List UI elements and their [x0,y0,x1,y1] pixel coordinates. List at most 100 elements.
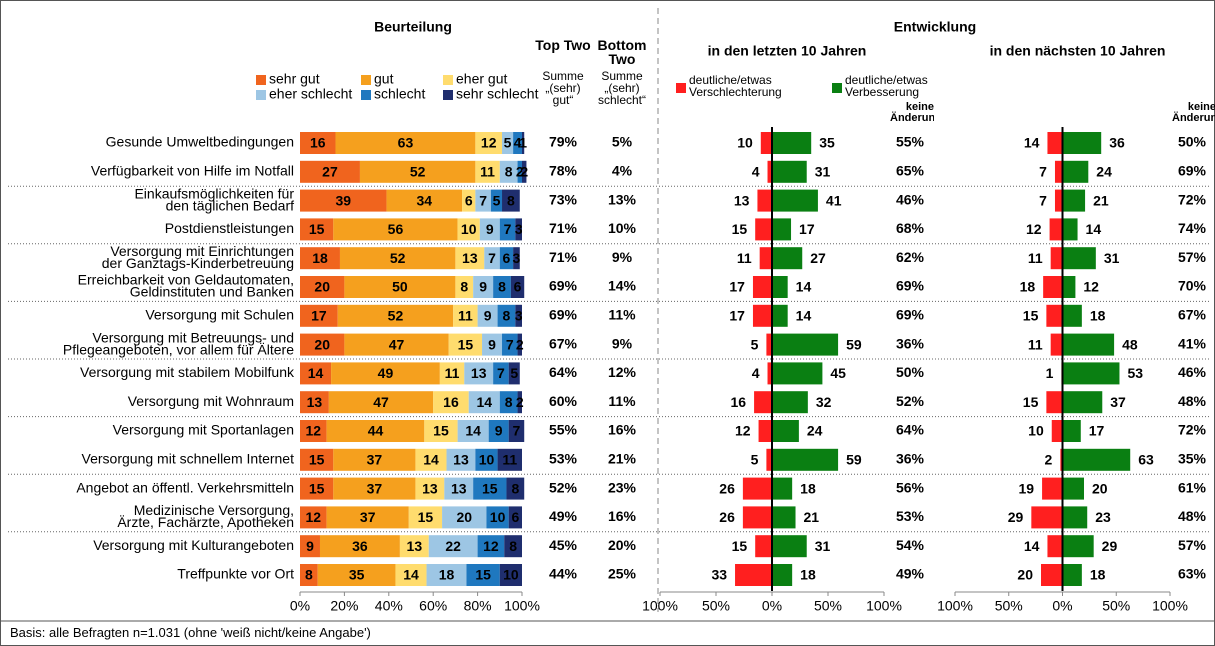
segment-label: 37 [367,480,383,496]
decline-label: 7 [1039,164,1047,180]
improvement-bar [772,160,807,183]
decline-bar [1042,477,1063,500]
no-change-title: keine Änderung [1172,102,1215,124]
no-change-value: 36% [896,451,925,467]
stacked-bar-segment [344,276,456,298]
stacked-bar-segment [497,448,522,471]
no-change-value: 48% [1178,393,1207,409]
segment-label: 14 [308,365,324,381]
decline-bar [1043,276,1063,298]
improvement-label: 21 [804,509,820,525]
category-label: Verfügbarkeit von Hilfe im Notfall [91,163,294,179]
x-tick-label: 100% [937,598,973,614]
decline-bar [1051,420,1063,442]
stacked-bar-segment [517,391,522,414]
stacked-bar-segment [479,218,500,241]
decline-label: 11 [1028,336,1043,352]
improvement-label: 59 [846,452,862,468]
decline-bar [1060,448,1063,471]
decline-bar [1041,564,1063,586]
stacked-bar-segment [493,276,511,298]
bottom-two-value: 25% [608,566,637,582]
segment-label: 20 [314,336,330,352]
stacked-bar-segment [300,276,345,298]
stacked-bar-segment [439,362,465,385]
stacked-bar-segment [455,247,485,270]
improvement-bar [772,304,788,327]
segment-label: 52 [390,250,406,266]
stacked-bar-segment [300,333,345,356]
stacked-bar-segment [455,276,474,298]
segment-label: 5 [493,192,501,208]
stacked-bar-segment [510,276,525,298]
decline-label: 10 [737,135,753,151]
stacked-bar-segment [300,160,360,183]
no-change-value: 67% [1178,307,1207,323]
segment-label: 56 [388,221,404,237]
no-change-value: 63% [1178,566,1207,582]
improvement-bar [1062,448,1131,471]
improvement-bar [1062,304,1082,327]
bottom-two-value: 23% [608,479,637,495]
stacked-bar-segment [473,276,494,298]
decline-bar [1046,304,1063,327]
stacked-bar-segment [475,132,503,154]
improvement-bar [1062,160,1089,183]
decline-label: 15 [1023,308,1039,324]
improvement-label: 59 [846,336,862,352]
legend-label: sehr gut [269,71,320,87]
segment-label: 5 [504,135,512,151]
top-two-value: 64% [549,364,578,380]
stacked-bar-segment [300,132,336,154]
segment-label: 2 [520,164,528,180]
bottom-two-value: 21% [608,451,637,467]
segment-label: 14 [465,423,481,439]
improvement-bar [772,477,793,500]
stacked-bar-segment [335,132,476,154]
x-tick-label: 50% [995,598,1023,614]
no-change-value: 50% [1178,134,1207,150]
stacked-bar-segment [344,333,449,356]
stacked-bar-segment [493,362,509,385]
top-two-value: 69% [549,307,578,323]
improvement-label: 32 [816,394,832,410]
top-two-value: 60% [549,393,578,409]
improvement-label: 14 [796,279,812,295]
bottom-two-title: Bottom Two [597,38,647,67]
x-tick-label: 0% [290,598,310,614]
no-change-value: 46% [1178,364,1207,380]
stacked-bar-segment [475,160,500,183]
legend-swatch [443,75,453,85]
stacked-bar-segment [473,477,507,500]
improvement-label: 48 [1122,336,1138,352]
improvement-bar [1062,362,1120,385]
stacked-bar-segment [426,564,467,586]
stacked-bar-segment [484,247,500,270]
bottom-two-value: 11% [608,307,636,323]
decline-bar [742,506,772,529]
stacked-bar-segment [508,506,522,529]
segment-label: 35 [349,567,365,583]
stacked-bar-segment [515,304,522,327]
decline-label: 26 [719,480,735,496]
category-label: Treffpunkte vor Ort [177,566,294,582]
x-tick-label: 60% [419,598,447,614]
segment-label: 36 [352,538,368,554]
legend-swatch [676,83,686,93]
footnote: Basis: alle Befragten n=1.031 (ohne 'wei… [10,625,371,640]
segment-label: 47 [389,336,405,352]
stacked-bar-segment [502,189,520,212]
stacked-bar-segment [386,189,463,212]
bottom-two-value: 5% [612,134,633,150]
legend-swatch [256,90,266,100]
no-change-value: 61% [1178,479,1207,495]
no-change-value: 53% [896,508,925,524]
x-tick-label: 20% [330,598,358,614]
improvement-label: 12 [1083,279,1099,295]
segment-label: 14 [476,394,492,410]
x-tick-label: 0% [762,598,782,614]
stacked-bar-segment [497,304,516,327]
stacked-bar-segment [442,506,487,529]
bottom-two-value: 9% [612,249,633,265]
